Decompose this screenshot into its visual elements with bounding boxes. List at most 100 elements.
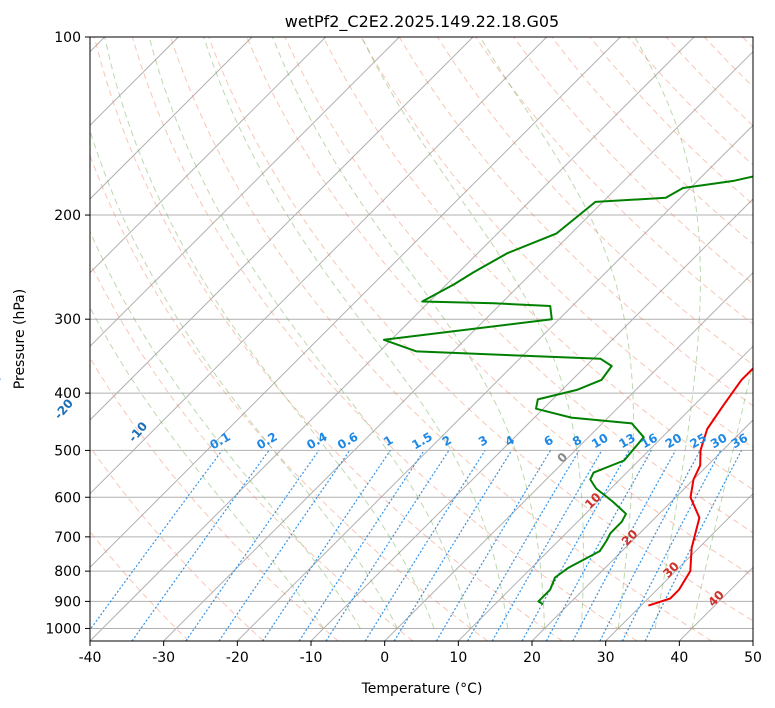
isotherm-line xyxy=(90,37,474,421)
mixing-ratio-line xyxy=(644,450,743,641)
dry-adiabat-line xyxy=(742,37,753,49)
moist-adiabat-line xyxy=(90,230,361,629)
isotherm-line xyxy=(90,37,400,348)
isotherm-line xyxy=(678,566,753,641)
dry-adiabat-label: -30 xyxy=(0,371,4,397)
mixing-ratio-line xyxy=(218,450,351,641)
isotherm-line xyxy=(90,37,621,569)
mixing-ratio-label: 2 xyxy=(440,433,454,449)
mixing-ratio-label: 36 xyxy=(729,431,750,451)
y-tick-label: 200 xyxy=(54,208,81,224)
mixing-ratio-line xyxy=(262,450,391,641)
x-tick-label: 20 xyxy=(523,650,541,666)
mixing-ratio-label: 1.5 xyxy=(409,430,434,453)
isotherm-line xyxy=(163,50,753,641)
isotherm-line xyxy=(384,271,753,641)
mixing-ratio-line xyxy=(491,450,603,641)
moist-adiabat-label: 20 xyxy=(619,527,641,549)
dry-adiabat-line xyxy=(90,357,339,641)
x-tick-label: -30 xyxy=(152,650,175,666)
isotherm-line xyxy=(90,37,327,274)
mixing-ratio-label: 0.6 xyxy=(335,430,360,453)
mixing-ratio-line xyxy=(131,450,270,641)
moist-adiabat-line xyxy=(90,306,324,629)
isotherm-line xyxy=(90,37,548,495)
dry-adiabat-line xyxy=(513,37,753,285)
thermo-background xyxy=(90,37,753,641)
dry-adiabat-line xyxy=(131,37,638,641)
dry-adiabat-line xyxy=(90,154,488,641)
dry-adiabat-line xyxy=(90,530,190,641)
x-tick-label: 10 xyxy=(449,650,467,666)
dry-adiabat-line xyxy=(322,37,753,491)
moist-adiabat-label: 30 xyxy=(660,559,682,581)
moist-adiabat-line xyxy=(203,37,509,629)
x-axis-label: Temperature (°C) xyxy=(361,681,483,697)
y-tick-label: 700 xyxy=(54,530,81,546)
moist-adiabat-line xyxy=(104,37,435,629)
mixing-ratio-line xyxy=(435,450,552,641)
mixing-ratio-line xyxy=(364,450,486,641)
mixing-ratio-line xyxy=(298,450,425,641)
mixing-ratio-line xyxy=(466,450,580,641)
grid-lines xyxy=(90,37,753,641)
moist-adiabat-line xyxy=(361,37,584,629)
mixing-ratio-line xyxy=(599,450,701,641)
profile-series xyxy=(382,175,753,607)
dry-adiabat-line xyxy=(665,37,753,127)
x-tick-label: -40 xyxy=(79,650,102,666)
y-tick-label: 900 xyxy=(54,594,81,610)
dry-adiabat-line xyxy=(208,37,753,622)
y-tick-label: 100 xyxy=(54,30,81,46)
moist-adiabat-line xyxy=(90,128,398,629)
mixing-ratio-line xyxy=(572,450,677,641)
x-tick-label: 40 xyxy=(670,650,688,666)
chart-title: wetPf2_C2E2.2025.149.22.18.G05 xyxy=(285,12,559,32)
mixing-ratio-label: 0.1 xyxy=(207,430,232,453)
x-tick-label: 0 xyxy=(380,650,389,666)
moist-adiabat-label: 40 xyxy=(705,588,727,610)
y-axis-ticks: 100 200 300 400 500 600 700 800 900 1000 xyxy=(45,30,90,637)
y-tick-label: 300 xyxy=(54,312,81,328)
isotherm-line xyxy=(605,492,753,641)
mixing-ratio-label: 1 xyxy=(381,433,395,449)
y-tick-label: 1000 xyxy=(45,621,81,637)
x-tick-label: 50 xyxy=(744,650,762,666)
x-axis-ticks: -40 -30 -20 -10 0 10 20 30 40 50 xyxy=(79,641,762,666)
dry-adiabat-line xyxy=(551,37,753,245)
dry-adiabat-line xyxy=(475,37,753,325)
dry-adiabat-line xyxy=(93,37,563,641)
moist-adiabat-line xyxy=(634,37,702,629)
mixing-ratio-line xyxy=(621,450,722,641)
x-tick-label: -10 xyxy=(300,650,323,666)
x-tick-label: 30 xyxy=(597,650,615,666)
dry-adiabat-line xyxy=(246,37,753,577)
temperature-profile-line xyxy=(648,366,753,607)
mixing-ratio-line xyxy=(521,450,630,641)
mixing-ratio-line xyxy=(393,450,513,641)
moist-adiabat-line xyxy=(691,360,753,629)
moist-adiabat-label: 0 xyxy=(554,450,570,466)
isotherm-line xyxy=(236,124,753,641)
moist-adiabat-line xyxy=(272,37,545,629)
mixing-ratio-line xyxy=(545,450,652,641)
moist-adiabat-line xyxy=(148,37,472,629)
dewpoint-profile-line xyxy=(382,175,753,606)
y-tick-label: 800 xyxy=(54,564,81,580)
y-axis-label: Pressure (hPa) xyxy=(12,289,28,389)
mixing-ratio-label: 3 xyxy=(476,433,490,449)
dry-adiabat-line xyxy=(703,37,753,88)
isotherm-line xyxy=(752,640,753,641)
plot-frame xyxy=(89,36,754,642)
dry-adiabat-line xyxy=(90,261,414,641)
mixing-ratio-line xyxy=(90,450,223,631)
dry-adiabat-line xyxy=(90,445,264,641)
moist-adiabat-line xyxy=(479,37,635,629)
y-tick-label: 500 xyxy=(54,443,81,459)
y-tick-label: 600 xyxy=(54,490,81,506)
dry-adiabat-line xyxy=(284,37,753,534)
mixing-ratio-line xyxy=(325,450,450,641)
isotherm-line xyxy=(531,419,753,641)
mixing-ratio-label: 8 xyxy=(570,433,584,449)
